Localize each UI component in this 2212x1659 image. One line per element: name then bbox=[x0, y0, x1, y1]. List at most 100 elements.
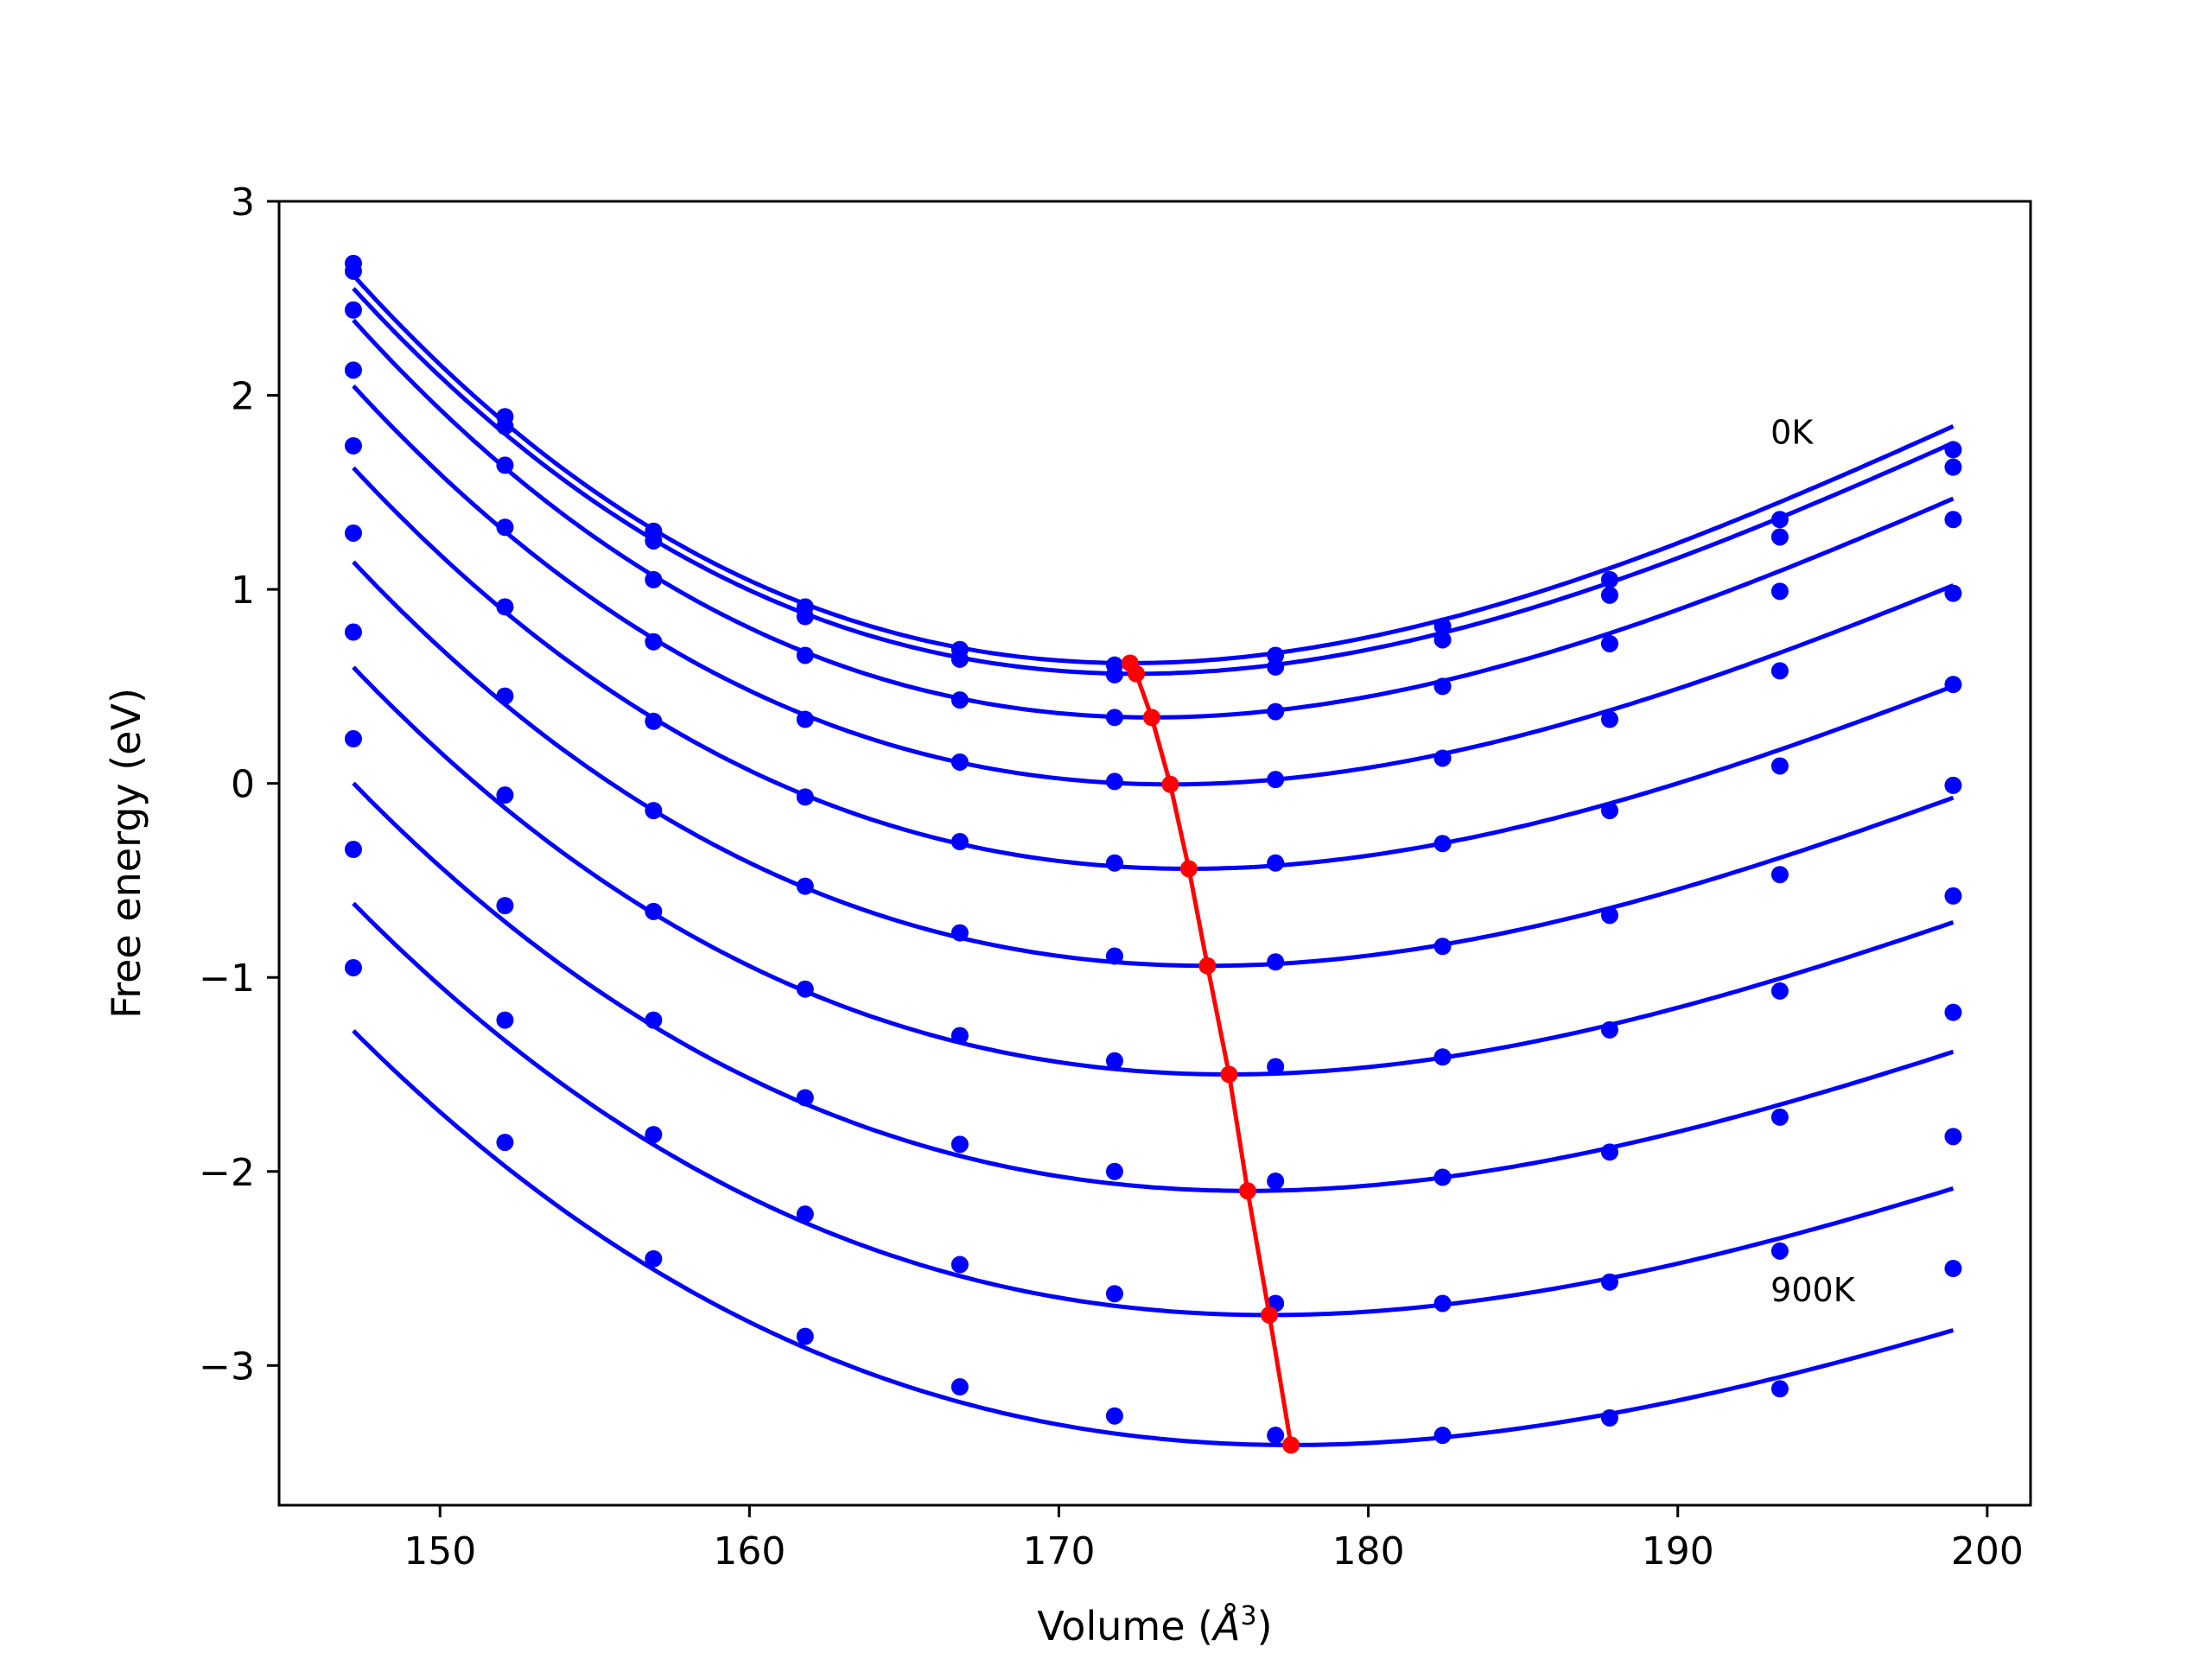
data-point-100K bbox=[1600, 586, 1618, 604]
data-point-700K bbox=[1944, 1003, 1962, 1021]
data-point-200K bbox=[1433, 677, 1452, 696]
data-point-500K bbox=[1267, 953, 1285, 971]
data-point-100K bbox=[496, 417, 514, 435]
data-point-100K bbox=[796, 607, 814, 626]
data-point-900K bbox=[1105, 1407, 1123, 1425]
data-point-800K bbox=[1105, 1285, 1123, 1303]
data-point-100K bbox=[1105, 665, 1123, 683]
data-point-500K bbox=[1770, 866, 1789, 884]
data-point-400K bbox=[1770, 757, 1789, 775]
data-point-400K bbox=[496, 598, 514, 616]
data-point-400K bbox=[344, 436, 362, 454]
data-point-500K bbox=[950, 924, 969, 942]
data-point-400K bbox=[1433, 835, 1452, 853]
data-point-600K bbox=[1433, 1048, 1452, 1066]
data-point-900K bbox=[645, 1249, 663, 1268]
minimum-point bbox=[1220, 1065, 1238, 1084]
x-tick-label: 150 bbox=[404, 1529, 476, 1573]
data-point-400K bbox=[950, 833, 969, 851]
y-tick-label: −1 bbox=[199, 957, 255, 1001]
data-point-900K bbox=[344, 958, 362, 976]
data-point-400K bbox=[1267, 854, 1285, 872]
curve-900K bbox=[352, 1029, 1955, 1447]
minimum-point bbox=[1161, 775, 1179, 793]
data-point-100K bbox=[344, 262, 362, 280]
curve-100K bbox=[352, 287, 1955, 677]
data-point-100K bbox=[950, 650, 969, 668]
x-ticks: 150 160 170 180 190 200 bbox=[404, 1505, 2024, 1573]
data-point-600K bbox=[1105, 1052, 1123, 1070]
minimum-point bbox=[1128, 664, 1146, 683]
data-point-200K bbox=[796, 646, 814, 664]
data-point-700K bbox=[1433, 1168, 1452, 1186]
data-point-300K bbox=[1433, 749, 1452, 767]
data-point-800K bbox=[1600, 1273, 1618, 1291]
curve-0K bbox=[352, 273, 1955, 665]
data-point-700K bbox=[645, 1011, 663, 1029]
data-point-900K bbox=[796, 1327, 814, 1345]
data-point-100K bbox=[645, 531, 663, 550]
minima-path bbox=[1128, 662, 1294, 1446]
data-point-400K bbox=[645, 712, 663, 730]
data-point-500K bbox=[645, 802, 663, 820]
data-point-600K bbox=[496, 786, 514, 804]
data-point-900K bbox=[496, 1134, 514, 1152]
y-tick-label: −2 bbox=[199, 1151, 255, 1195]
minimum-point bbox=[1142, 709, 1160, 727]
data-point-600K bbox=[344, 623, 362, 641]
y-tick-label: 1 bbox=[231, 569, 255, 613]
data-point-700K bbox=[496, 897, 514, 915]
minimum-point bbox=[1261, 1306, 1279, 1324]
data-point-200K bbox=[496, 456, 514, 474]
curve-800K bbox=[352, 901, 1955, 1318]
curve-700K bbox=[352, 781, 1955, 1193]
data-point-900K bbox=[1770, 1380, 1789, 1398]
data-point-800K bbox=[1770, 1242, 1789, 1260]
data-point-700K bbox=[344, 730, 362, 748]
curve-600K bbox=[352, 665, 1955, 1077]
y-axis-label: Free energy (eV) bbox=[103, 688, 149, 1019]
annotation-label: 0K bbox=[1770, 414, 1814, 452]
minimum-point bbox=[1282, 1436, 1300, 1454]
curve-500K bbox=[352, 560, 1955, 969]
data-point-100K bbox=[1770, 528, 1789, 546]
data-point-500K bbox=[344, 524, 362, 542]
data-point-400K bbox=[1600, 802, 1618, 820]
data-point-800K bbox=[1433, 1294, 1452, 1313]
data-point-300K bbox=[1770, 662, 1789, 680]
data-point-900K bbox=[1433, 1427, 1452, 1445]
data-point-0K bbox=[1600, 570, 1618, 588]
x-axis-label-symbol: Å bbox=[1211, 1603, 1240, 1649]
data-point-600K bbox=[1770, 982, 1789, 1000]
y-tick-label: −3 bbox=[199, 1344, 255, 1389]
data-point-700K bbox=[796, 1089, 814, 1107]
x-axis-label-exponent: 3 bbox=[1241, 1601, 1257, 1631]
curve-300K bbox=[352, 385, 1955, 787]
data-point-500K bbox=[1433, 938, 1452, 956]
data-point-200K bbox=[1267, 702, 1285, 721]
data-point-200K bbox=[950, 691, 969, 709]
x-tick-label: 170 bbox=[1022, 1529, 1095, 1573]
data-point-200K bbox=[645, 570, 663, 588]
curve-400K bbox=[352, 466, 1955, 871]
x-axis-label-text: Volume ( bbox=[1037, 1603, 1213, 1649]
data-point-900K bbox=[1944, 1260, 1962, 1278]
data-point-300K bbox=[1944, 584, 1962, 602]
data-points bbox=[344, 254, 1962, 1445]
data-point-800K bbox=[645, 1126, 663, 1144]
data-point-900K bbox=[950, 1378, 969, 1396]
data-point-700K bbox=[1267, 1172, 1285, 1190]
x-axis-label: Volume (Å3) bbox=[1037, 1601, 1272, 1649]
data-point-700K bbox=[1770, 1108, 1789, 1126]
y-ticks: 3 2 1 0 −1 −2 −3 bbox=[199, 181, 279, 1389]
data-point-500K bbox=[1944, 776, 1962, 794]
data-point-500K bbox=[1600, 906, 1618, 925]
data-point-500K bbox=[1105, 947, 1123, 965]
data-point-0K bbox=[1944, 441, 1962, 459]
data-point-400K bbox=[1944, 676, 1962, 694]
data-point-200K bbox=[1770, 582, 1789, 601]
data-point-700K bbox=[950, 1135, 969, 1154]
data-point-800K bbox=[796, 1205, 814, 1224]
y-tick-label: 3 bbox=[231, 181, 255, 225]
